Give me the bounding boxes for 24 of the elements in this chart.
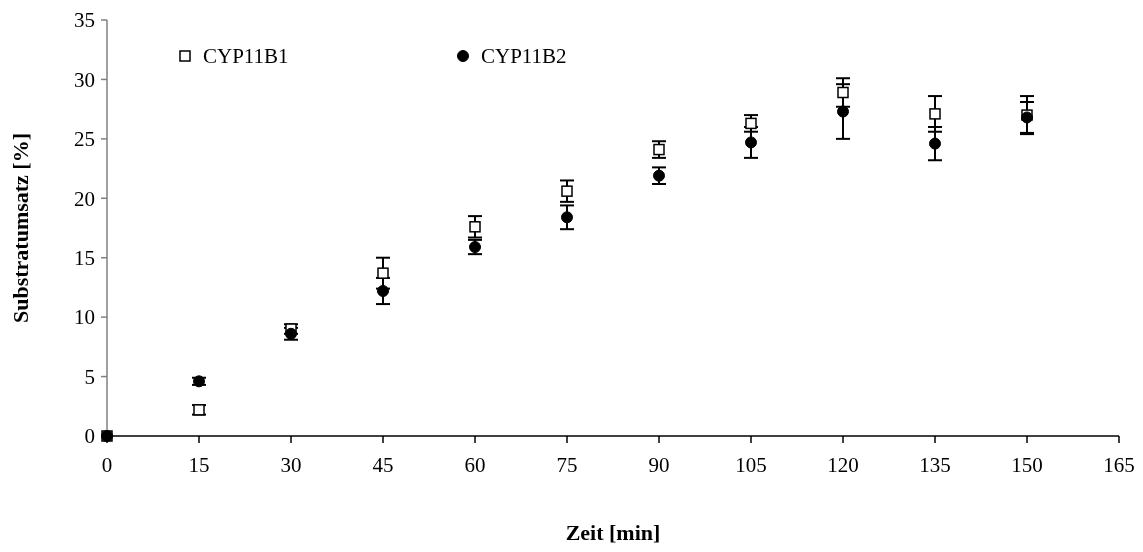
y-tick-label: 35 <box>74 8 95 33</box>
y-tick-label: 10 <box>74 305 95 330</box>
x-tick-label: 135 <box>919 453 951 477</box>
x-tick-label: 75 <box>556 453 578 477</box>
x-tick-label: 150 <box>1011 453 1043 477</box>
x-tick-label: 45 <box>372 453 394 477</box>
x-tick-label: 165 <box>1103 453 1135 477</box>
y-tick-label: 20 <box>74 186 95 211</box>
x-tick-label: 90 <box>648 453 670 477</box>
x-tick-label: 60 <box>464 453 486 477</box>
x-tick-label: 105 <box>735 453 767 477</box>
legend-label: CYP11B2 <box>481 44 567 69</box>
x-axis-title: Zeit [min] <box>565 520 661 545</box>
y-tick-label: 0 <box>84 424 95 449</box>
y-tick-label: 15 <box>74 246 95 271</box>
x-tick-label: 30 <box>280 453 302 477</box>
y-tick-label: 5 <box>84 364 95 389</box>
y-tick-label: 30 <box>74 67 95 92</box>
x-tick-label: 0 <box>101 453 113 477</box>
x-tick-label: 15 <box>188 453 210 477</box>
y-axis-title: Substratumsatz [%] <box>8 132 33 324</box>
legend-label: CYP11B1 <box>203 44 289 69</box>
x-tick-label: 120 <box>827 453 859 477</box>
y-tick-label: 25 <box>74 127 95 152</box>
